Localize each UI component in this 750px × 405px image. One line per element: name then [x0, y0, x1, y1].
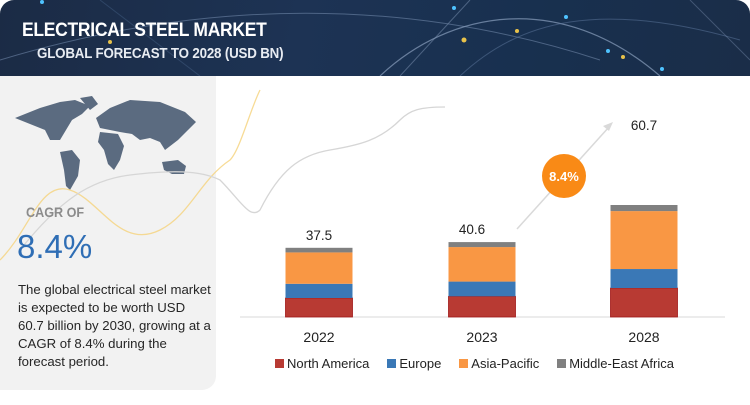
bar-segment-north-america-2022	[285, 297, 353, 318]
bar-total-label: 40.6	[459, 222, 485, 237]
bars-group	[285, 205, 678, 318]
header-banner: ELECTRICAL STEEL MARKET GLOBAL FORECAST …	[0, 0, 750, 76]
cagr-badge-value: 8.4%	[549, 169, 579, 184]
market-description: The global electrical steel market is ex…	[18, 282, 211, 369]
legend-swatch	[459, 359, 469, 368]
legend-label: Asia-Pacific	[471, 356, 540, 371]
bar-segment-middle-east-africa-2022	[285, 247, 353, 253]
chart-title: ELECTRICAL STEEL MARKET	[22, 20, 267, 41]
legend-item-asia-pacific: Asia-Pacific	[459, 356, 539, 371]
legend-item-north-america: North America	[275, 356, 369, 371]
bar-segment-middle-east-africa-2028	[610, 205, 678, 212]
cagr-label: CAGR OF	[26, 204, 85, 220]
decorative-wave-yellow	[0, 89, 261, 261]
bar-segment-asia-pacific-2023	[448, 247, 516, 282]
chart-legend: North America Europe Asia-Pacific Middle-Ea…	[275, 356, 674, 371]
legend-swatch	[557, 359, 567, 368]
bar-segment-north-america-2023	[448, 295, 516, 318]
legend-item-middle-east-africa: Middle-East Africa	[557, 356, 674, 371]
world-map-icon	[15, 96, 196, 190]
legend-label: Europe	[399, 356, 442, 371]
legend-label: North America	[287, 356, 370, 371]
decorative-wave-gray	[19, 106, 446, 251]
labels-group: 2022 37.5 2023 40.6 2028 60.7	[303, 118, 659, 345]
bar-segment-europe-2022	[285, 283, 353, 298]
bar-segment-middle-east-africa-2023	[448, 242, 516, 248]
fiber-optic-background	[0, 0, 750, 76]
bar-segment-asia-pacific-2028	[610, 211, 678, 270]
bar-segment-europe-2023	[448, 281, 516, 297]
growth-arrow-head	[603, 122, 613, 131]
bar-segment-europe-2028	[610, 269, 678, 289]
x-tick-label: 2022	[303, 329, 334, 345]
legend-swatch	[387, 359, 397, 368]
cagr-value: 8.4%	[17, 228, 93, 265]
x-tick-label: 2023	[466, 329, 497, 345]
bar-total-label: 37.5	[306, 228, 332, 243]
chart-subtitle: GLOBAL FORECAST TO 2028 (USD BN)	[37, 46, 284, 62]
x-tick-label: 2028	[628, 329, 659, 345]
legend-swatch	[275, 359, 284, 368]
svg-text:8.4%: 8.4%	[549, 169, 579, 184]
legend-item-europe: Europe	[387, 356, 441, 371]
bar-segment-north-america-2028	[610, 287, 678, 318]
cagr-badge: 8.4%	[542, 154, 586, 198]
bar-total-label: 60.7	[631, 118, 657, 133]
bar-segment-asia-pacific-2022	[285, 252, 353, 284]
legend-label: Middle-East Africa	[569, 356, 674, 371]
